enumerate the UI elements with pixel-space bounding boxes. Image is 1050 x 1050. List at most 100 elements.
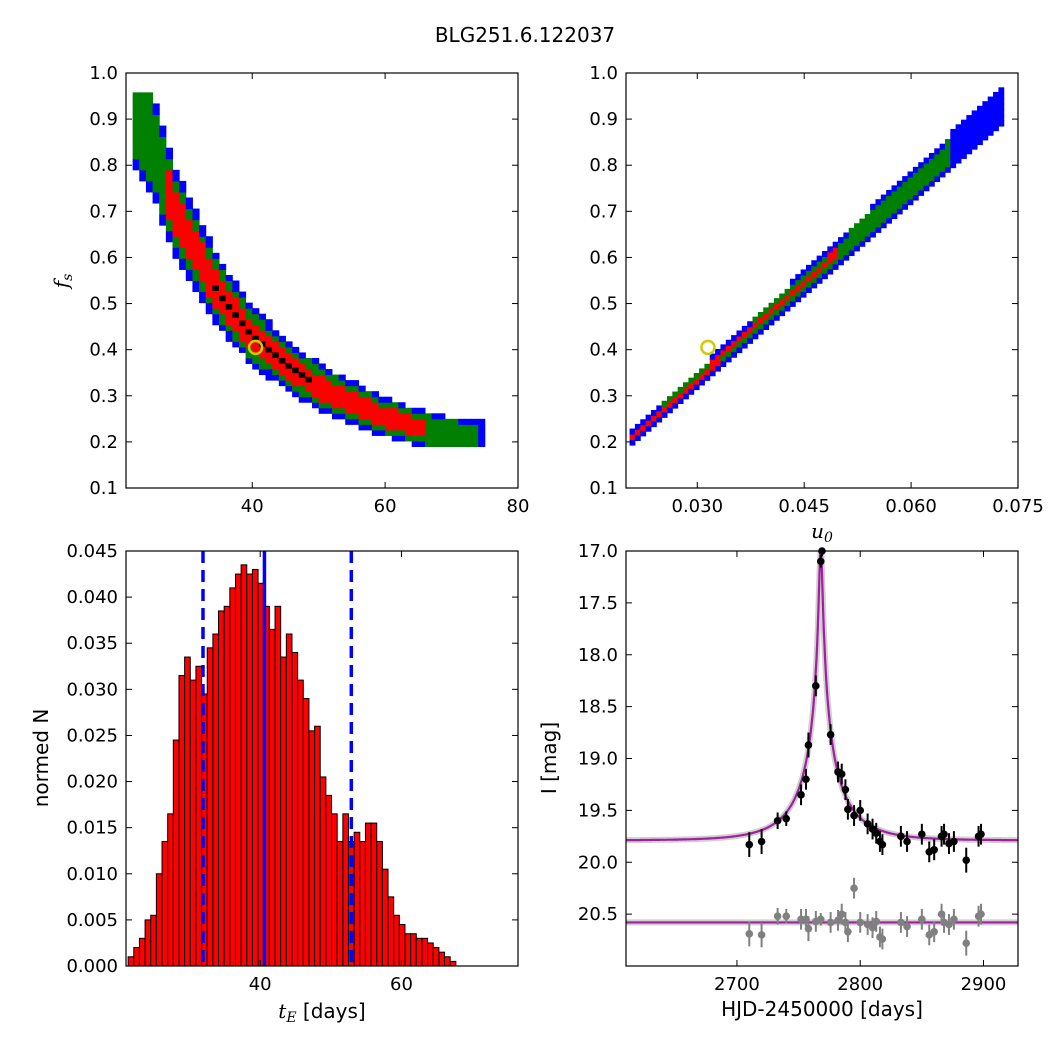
tE-fs-cell: [298, 396, 306, 403]
tE-fs-cell: [172, 203, 180, 210]
tE-fs-cell: [192, 274, 200, 281]
tE-fs-cell: [305, 369, 313, 376]
tE-fs-cell: [265, 357, 273, 364]
panel-tE-histogram: 40 60 0.000 0.005 0.010 0.015 0.020 0.025 0.030 0…: [29, 541, 519, 1026]
tE-fs-cell: [159, 208, 167, 215]
tE-fs-cell: [139, 169, 147, 176]
u0-fs-cell: [811, 260, 818, 267]
u0-fs-cell: [666, 396, 673, 403]
u0-fs-cell: [789, 300, 796, 307]
u0-fs-cell: [693, 384, 700, 391]
tE-fs-cell: [192, 258, 200, 265]
histogram-bar: [167, 813, 174, 967]
u0-fs-cell: [928, 175, 935, 182]
tE-fs-cell: [192, 252, 200, 259]
tE-fs-cell: [351, 418, 360, 425]
u0-fs-cell: [977, 116, 983, 123]
light-curve-point: [757, 837, 766, 846]
tE-fs-cell: [318, 391, 326, 398]
u0-fs-cell: [875, 226, 882, 233]
bottom-left-xtick-label: 60: [390, 974, 413, 995]
tE-fs-cell: [219, 280, 227, 287]
tE-fs-cell: [232, 291, 240, 298]
residual-point: [945, 920, 953, 929]
tE-fs-cell: [411, 407, 419, 414]
u0-fs-cell: [902, 176, 909, 183]
tE-fs-cell: [212, 252, 220, 259]
u0-fs-cell: [891, 201, 898, 208]
tE-fs-cell: [378, 407, 386, 414]
tE-fs-cell: [478, 418, 486, 425]
u0-fs-cell: [811, 276, 818, 283]
tE-fs-cell: [424, 424, 433, 431]
tE-fs-cell: [159, 219, 167, 226]
tE-fs-cell: [159, 158, 167, 165]
u0-fs-cell: [977, 111, 983, 118]
u0-fs-cell: [805, 275, 812, 282]
tE-fs-cell: [179, 247, 187, 254]
tE-fs-cell: [351, 380, 360, 387]
u0-fs-cell: [656, 416, 663, 423]
tE-fs-cell: [285, 341, 293, 348]
tE-fs-cell: [298, 380, 306, 387]
tE-fs-cell: [471, 440, 479, 447]
u0-fs-cell: [934, 148, 941, 155]
tE-fs-cell: [172, 180, 180, 187]
tE-fs-cell: [391, 424, 399, 431]
u0-fs-cell: [912, 172, 919, 179]
tE-fs-cell: [172, 175, 180, 182]
u0-fs-cell: [993, 97, 999, 104]
tE-fs-cell: [132, 147, 140, 154]
u0-fs-cell: [773, 314, 780, 321]
u0-fs-cell: [987, 129, 994, 136]
u0-fs-cell: [859, 218, 866, 225]
tE-fs-core-cell: [265, 346, 273, 353]
u0-fs-cell: [731, 351, 737, 358]
tE-fs-cell: [152, 125, 160, 132]
tE-fs-cell: [192, 219, 200, 226]
tE-fs-cell: [159, 169, 167, 176]
u0-fs-cell: [854, 239, 860, 246]
tE-fs-cell: [205, 241, 213, 248]
tE-fs-cell: [152, 120, 160, 127]
u0-fs-cell: [880, 205, 887, 212]
u0-fs-cell: [784, 294, 791, 301]
u0-fs-cell: [939, 149, 946, 156]
tE-fs-cell: [165, 175, 174, 182]
tE-fs-cell: [285, 374, 293, 381]
top-right-ytick-label: 0.1: [589, 478, 618, 499]
tE-fs-cell: [199, 263, 207, 270]
tE-fs-cell: [318, 363, 326, 370]
tE-fs-core-cell: [219, 295, 226, 302]
u0-fs-cell: [848, 238, 855, 245]
tE-fs-cell: [391, 435, 399, 442]
u0-fs-cell: [757, 328, 764, 335]
u0-fs-cell: [715, 365, 721, 372]
u0-fs-cell: [838, 248, 844, 255]
u0-fs-cell: [987, 118, 994, 125]
tE-fs-cell: [305, 380, 313, 387]
tE-fs-cell: [298, 352, 306, 359]
u0-fs-cell: [832, 241, 839, 248]
u0-fs-cell: [768, 308, 775, 315]
u0-fs-cell: [993, 108, 999, 115]
tE-fs-cell: [159, 164, 167, 171]
tE-fs-cell: [165, 147, 174, 154]
u0-fs-cell: [827, 268, 834, 275]
light-curve-point: [802, 775, 810, 784]
u0-fs-cell: [934, 153, 941, 160]
tE-fs-cell: [172, 230, 180, 237]
tE-fs-cell: [391, 418, 399, 425]
tE-fs-cell: [345, 380, 353, 387]
tE-fs-cell: [192, 208, 200, 215]
residual-point: [757, 931, 766, 939]
tE-fs-cell: [272, 346, 280, 353]
tE-fs-cell: [471, 424, 479, 431]
u0-fs-cell: [966, 115, 973, 122]
tE-fs-cell: [265, 324, 273, 331]
tE-fs-cell: [312, 357, 320, 364]
tE-fs-cell: [199, 225, 207, 232]
histogram-bar: [150, 914, 157, 967]
u0-fs-cell: [907, 182, 914, 189]
tE-fs-core-cell: [232, 312, 239, 318]
